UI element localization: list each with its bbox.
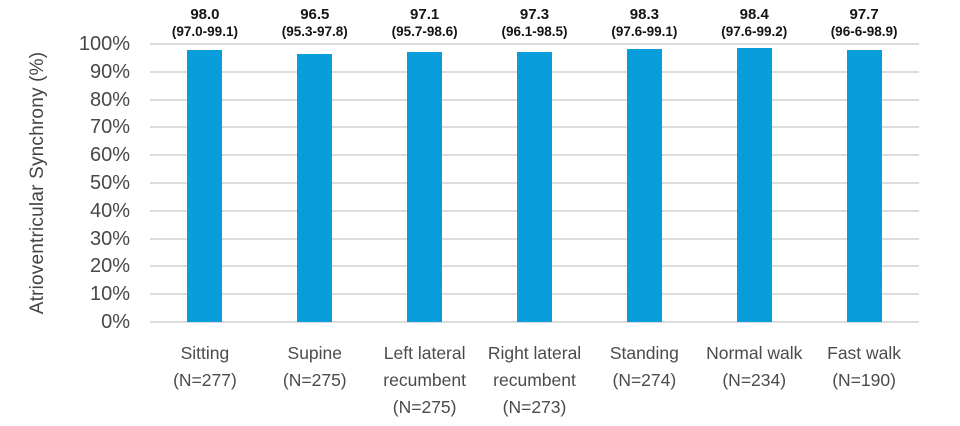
bar-column <box>699 44 809 322</box>
category-label-line: Fast walk <box>827 343 902 363</box>
category-label-line: recumbent <box>383 370 466 390</box>
category-label-line: (N=275) <box>392 397 457 417</box>
category-label-line: (N=275) <box>282 370 347 390</box>
value-label: 96.5 <box>300 6 330 23</box>
ci-label: (96-6-98.9) <box>830 24 898 39</box>
category-label-line: (N=273) <box>502 397 567 417</box>
y-tick-label: 70% <box>89 116 130 139</box>
bar-column <box>480 44 590 322</box>
category-label: Normal walk (N=234) <box>699 340 809 421</box>
bar <box>407 52 443 322</box>
value-label: 98.0 <box>190 6 220 23</box>
data-label-cell: 98.0 (97.0-99.1) <box>150 6 260 40</box>
y-tick-label: 60% <box>89 144 130 167</box>
gridline <box>150 43 919 45</box>
data-label-cell: 98.4 (97.6-99.2) <box>699 6 809 40</box>
data-labels-row: 98.0 (97.0-99.1) 96.5 (95.3-97.8) 97.1 (95.7-… <box>150 6 919 40</box>
category-label-line: Standing <box>609 343 679 363</box>
data-label-cell: 96.5 (95.3-97.8) <box>260 6 370 40</box>
category-label-line: recumbent <box>493 370 576 390</box>
data-label-cell: 97.7 (96-6-98.9) <box>809 6 919 40</box>
bar <box>297 53 333 322</box>
bar <box>517 51 552 322</box>
data-label-cell: 97.3 (96.1-98.5) <box>480 6 590 40</box>
category-labels-row: Sitting (N=277) Supine (N=275) Left lateral r… <box>150 340 919 421</box>
y-tick-label: 30% <box>89 227 130 250</box>
y-tick-label: 20% <box>89 255 130 278</box>
ci-label: (95.7-98.6) <box>391 24 458 39</box>
ci-label: (97.6-99.2) <box>721 24 788 39</box>
ci-label: (96.1-98.5) <box>501 24 568 39</box>
category-label-line: Left lateral <box>383 343 466 363</box>
category-label-line: (N=277) <box>173 370 237 390</box>
y-tick-label: 80% <box>89 88 130 111</box>
value-label: 98.4 <box>739 6 769 23</box>
category-label-line: Supine <box>287 343 343 363</box>
value-label: 97.7 <box>849 6 879 23</box>
category-label: Standing (N=274) <box>589 340 699 421</box>
gridline <box>150 321 919 323</box>
bar-column <box>150 44 260 322</box>
data-label-cell: 97.1 (95.7-98.6) <box>370 6 480 40</box>
category-label: Left lateral recumbent (N=275) <box>370 340 480 421</box>
bar-column <box>370 44 480 322</box>
category-label-line: Normal walk <box>706 343 803 363</box>
bar-column <box>260 44 370 322</box>
value-label: 98.3 <box>629 6 659 23</box>
category-label: Fast walk (N=190) <box>809 340 919 421</box>
bar-column <box>589 44 699 322</box>
ci-label: (95.3-97.8) <box>281 24 348 39</box>
category-label: Right lateral recumbent (N=273) <box>480 340 590 421</box>
data-label-cell: 98.3 (97.6-99.1) <box>589 6 699 40</box>
y-tick-label: 100% <box>78 33 130 55</box>
category-label: Supine (N=275) <box>260 340 370 421</box>
category-label-line: Right lateral <box>487 343 582 363</box>
bar <box>626 48 662 322</box>
value-label: 97.3 <box>519 6 550 23</box>
category-label-line: (N=274) <box>612 370 677 390</box>
y-tick-label: 50% <box>89 172 130 194</box>
y-tick-label: 10% <box>89 283 130 306</box>
bars-layer <box>150 44 919 322</box>
bar-column <box>809 44 919 322</box>
ci-label: (97.6-99.1) <box>611 24 678 39</box>
bar <box>187 49 223 322</box>
category-label-line: (N=234) <box>722 370 787 390</box>
ci-label: (97.0-99.1) <box>171 24 238 39</box>
bar <box>736 48 772 322</box>
value-label: 97.1 <box>410 6 440 23</box>
category-label-line: (N=190) <box>832 370 896 390</box>
category-label-line: Sitting <box>180 343 230 363</box>
category-label: Sitting (N=277) <box>150 340 260 421</box>
y-tick-label: 90% <box>89 60 130 83</box>
y-tick-label: 40% <box>89 199 130 222</box>
y-tick-label: 0% <box>101 311 130 333</box>
plot-area: 0% 10% 20% 30% 40% 50% 60% 70% 80% 90% 100% <box>79 33 919 333</box>
bar <box>846 50 882 322</box>
